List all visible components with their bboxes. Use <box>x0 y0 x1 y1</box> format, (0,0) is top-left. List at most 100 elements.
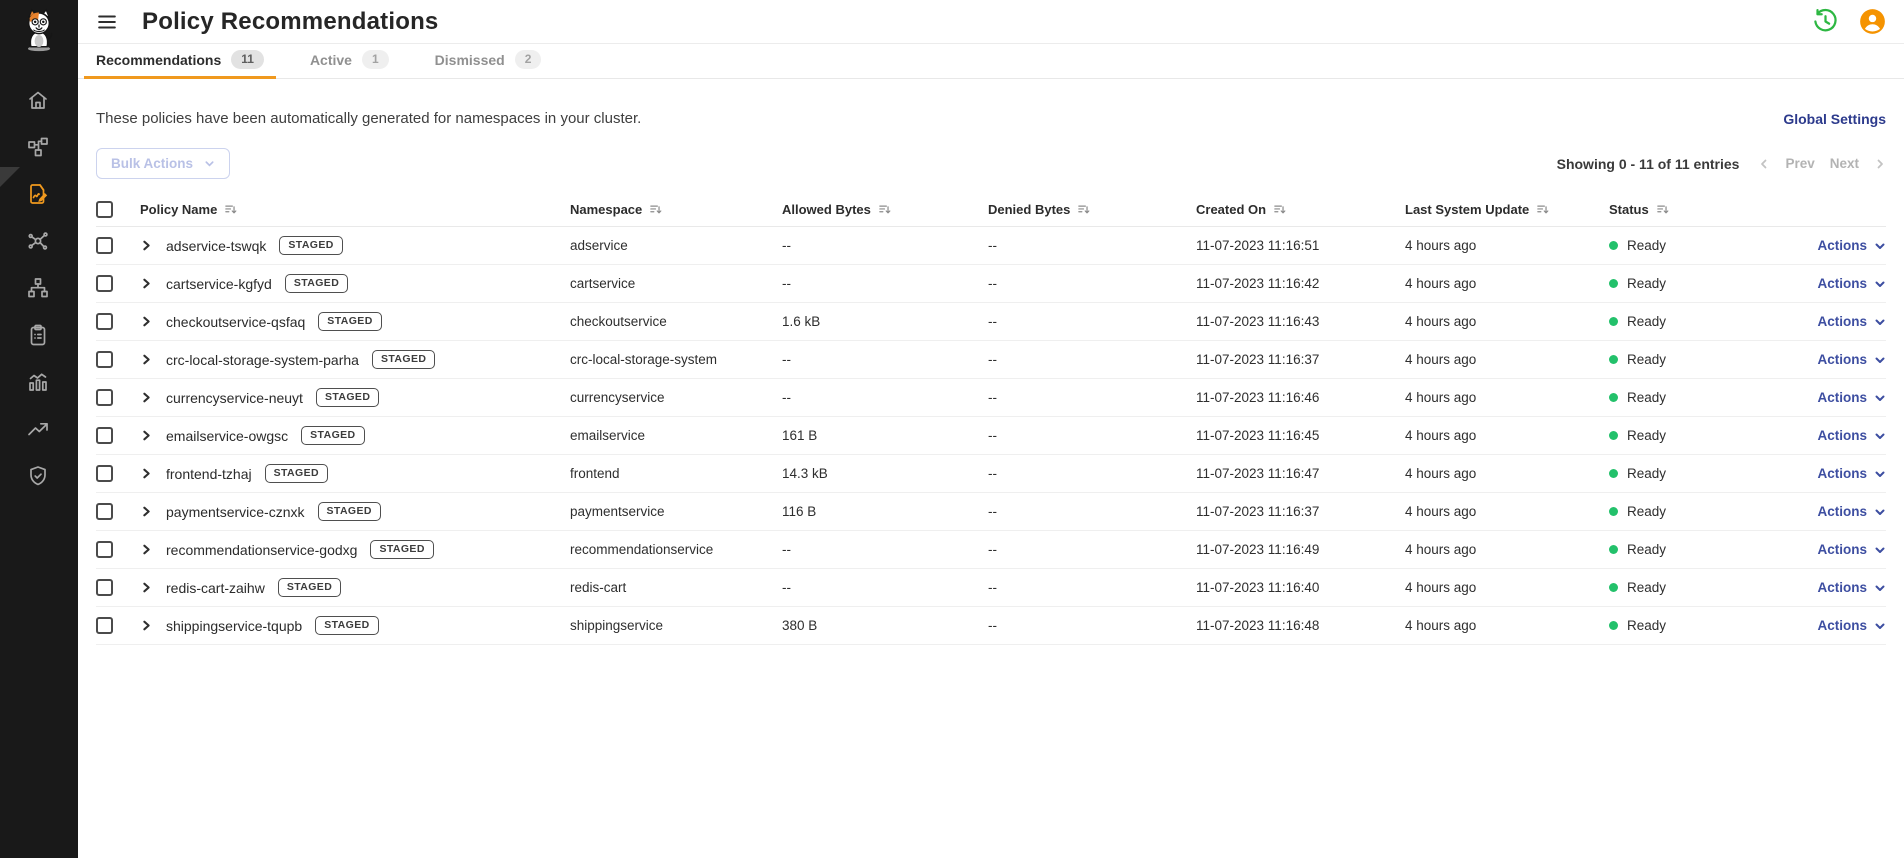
actions-menu-button[interactable]: Actions <box>1817 428 1886 443</box>
denied-bytes-cell: -- <box>988 276 997 291</box>
tab-active[interactable]: Active 1 <box>310 50 389 78</box>
policy-name-cell: redis-cart-zaihw STAGED <box>140 577 570 598</box>
actions-menu-button[interactable]: Actions <box>1817 618 1886 633</box>
shield-check-icon <box>30 465 46 485</box>
prev-page-chevron-icon[interactable] <box>1758 158 1770 170</box>
column-header-label: Namespace <box>570 202 643 217</box>
sidebar-item-trends[interactable] <box>0 406 78 453</box>
actions-menu-button[interactable]: Actions <box>1817 504 1886 519</box>
last-update-cell: 4 hours ago <box>1405 542 1477 557</box>
last-update-cell: 4 hours ago <box>1405 580 1477 595</box>
column-header[interactable]: Status <box>1609 202 1826 217</box>
history-button[interactable] <box>1812 8 1839 35</box>
expand-row-button[interactable] <box>140 467 153 480</box>
tab-dismissed[interactable]: Dismissed 2 <box>435 50 542 78</box>
actions-menu-button[interactable]: Actions <box>1817 352 1886 367</box>
row-checkbox[interactable] <box>96 541 113 558</box>
row-checkbox[interactable] <box>96 503 113 520</box>
tab-recommendations[interactable]: Recommendations 11 <box>84 50 276 79</box>
status-label: Ready <box>1627 504 1667 519</box>
column-header[interactable]: Created On <box>1196 202 1405 217</box>
row-checkbox[interactable] <box>96 617 113 634</box>
chevron-down-icon <box>1875 509 1885 515</box>
staged-badge: STAGED <box>277 577 342 598</box>
namespace-cell: checkoutservice <box>570 314 667 329</box>
actions-menu-button[interactable]: Actions <box>1817 276 1886 291</box>
actions-menu-button[interactable]: Actions <box>1817 314 1886 329</box>
column-header[interactable]: Namespace <box>570 202 782 217</box>
actions-menu-button[interactable]: Actions <box>1817 580 1886 595</box>
actions-menu-button[interactable]: Actions <box>1817 542 1886 557</box>
sidebar-item-topology[interactable] <box>0 124 78 171</box>
column-header[interactable]: Denied Bytes <box>988 202 1196 217</box>
row-checkbox[interactable] <box>96 275 113 292</box>
status-label: Ready <box>1627 428 1667 443</box>
expand-row-button[interactable] <box>140 505 153 518</box>
policy-name: frontend-tzhaj <box>166 465 252 482</box>
global-settings-link[interactable]: Global Settings <box>1783 110 1886 127</box>
select-all-checkbox[interactable] <box>96 201 113 218</box>
actions-menu-button[interactable]: Actions <box>1817 466 1886 481</box>
expand-row-button[interactable] <box>140 391 153 404</box>
allowed-bytes-cell: -- <box>782 390 791 405</box>
bulk-actions-button[interactable]: Bulk Actions <box>96 148 231 179</box>
namespace-cell: currencyservice <box>570 390 665 405</box>
namespace-cell: redis-cart <box>570 580 627 595</box>
column-header-label: Last System Update <box>1405 202 1530 217</box>
column-header[interactable]: Policy Name <box>140 202 570 217</box>
policy-name-cell: currencyservice-neuyt STAGED <box>140 387 570 408</box>
status-cell: Ready <box>1609 542 1826 557</box>
row-checkbox[interactable] <box>96 389 113 406</box>
allowed-bytes-cell: 1.6 kB <box>782 314 821 329</box>
page-title: Policy Recommendations <box>142 7 439 35</box>
status-cell: Ready <box>1609 428 1826 443</box>
row-checkbox[interactable] <box>96 351 113 368</box>
chevron-right-icon <box>143 582 150 593</box>
expand-row-button[interactable] <box>140 581 153 594</box>
sidebar-item-home[interactable] <box>0 77 78 124</box>
table-row: checkoutservice-qsfaq STAGED checkoutser… <box>96 303 1886 341</box>
row-checkbox[interactable] <box>96 313 113 330</box>
row-checkbox[interactable] <box>96 465 113 482</box>
policy-edit-icon <box>30 183 48 204</box>
denied-bytes-cell: -- <box>988 352 997 367</box>
policy-name: currencyservice-neuyt <box>166 389 303 406</box>
user-menu-button[interactable] <box>1859 8 1886 35</box>
created-on-cell: 11-07-2023 11:16:43 <box>1196 314 1320 329</box>
app-logo[interactable] <box>0 7 78 53</box>
actions-label: Actions <box>1817 352 1867 367</box>
status-dot-icon <box>1609 393 1618 402</box>
chevron-down-icon <box>1875 281 1885 287</box>
actions-menu-button[interactable]: Actions <box>1817 390 1886 405</box>
next-page-chevron-icon[interactable] <box>1874 158 1886 170</box>
expand-row-button[interactable] <box>140 429 153 442</box>
sort-icon <box>649 203 662 216</box>
sidebar-item-security[interactable] <box>0 453 78 500</box>
sidebar-item-policy-recommendations[interactable] <box>0 167 78 218</box>
table-row: redis-cart-zaihw STAGED redis-cart -- --… <box>96 569 1886 607</box>
status-cell: Ready <box>1609 466 1826 481</box>
menu-icon[interactable] <box>96 10 120 34</box>
status-cell: Ready <box>1609 390 1826 405</box>
expand-row-button[interactable] <box>140 353 153 366</box>
table-row: emailservice-owgsc STAGED emailservice 1… <box>96 417 1886 455</box>
sidebar-item-audit-log[interactable] <box>0 312 78 359</box>
actions-menu-button[interactable]: Actions <box>1817 238 1886 253</box>
expand-row-button[interactable] <box>140 315 153 328</box>
column-header[interactable]: Allowed Bytes <box>782 202 988 217</box>
expand-row-button[interactable] <box>140 239 153 252</box>
sidebar-item-metrics[interactable] <box>0 359 78 406</box>
row-checkbox[interactable] <box>96 237 113 254</box>
expand-row-button[interactable] <box>140 277 153 290</box>
row-checkbox[interactable] <box>96 427 113 444</box>
row-checkbox[interactable] <box>96 579 113 596</box>
staged-badge: STAGED <box>315 615 379 636</box>
column-header[interactable]: Last System Update <box>1405 202 1609 217</box>
prev-button[interactable]: Prev <box>1785 156 1815 171</box>
sidebar-item-network-map[interactable] <box>0 265 78 312</box>
sidebar-item-access-graph[interactable] <box>0 218 78 265</box>
expand-row-button[interactable] <box>140 543 153 556</box>
next-button[interactable]: Next <box>1829 156 1859 171</box>
home-icon <box>29 91 47 109</box>
expand-row-button[interactable] <box>140 619 153 632</box>
